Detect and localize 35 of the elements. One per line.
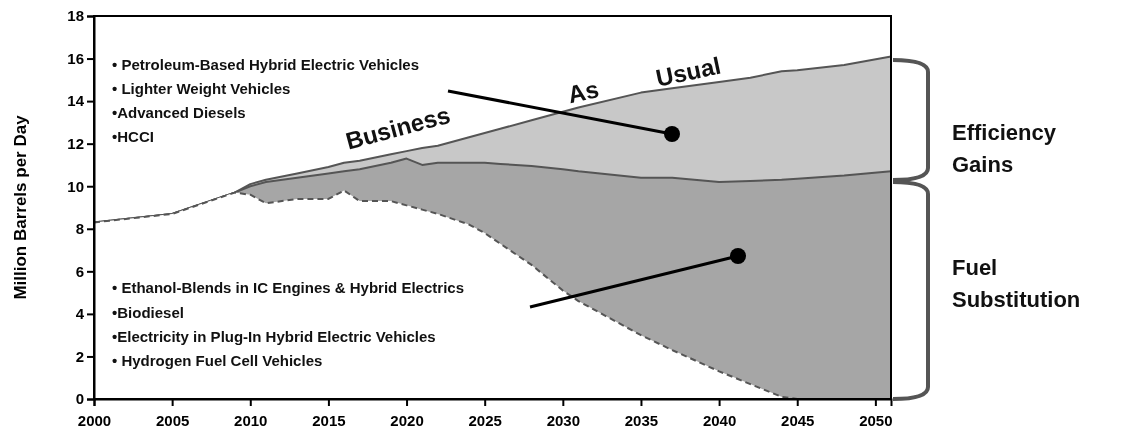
- x-tick-label: 2005: [155, 411, 190, 429]
- x-tick-label: 2010: [234, 411, 268, 429]
- y-axis-title: Million Barrels per Day: [11, 114, 30, 300]
- x-tick-label: 2020: [390, 411, 424, 429]
- y-tick-label: 10: [67, 177, 84, 195]
- annotation: Usual: [653, 51, 724, 92]
- annotation: •Electricity in Plug-In Hybrid Electric Vehicles: [112, 328, 436, 345]
- text: Efficiency Gains: [952, 120, 1057, 177]
- y-tick-label: 8: [75, 220, 84, 238]
- annotation: •Biodiesel: [112, 304, 184, 321]
- y-tick-label: 14: [67, 92, 85, 110]
- x-tick-label: 2015: [312, 411, 346, 429]
- x-tick-label: 2040: [702, 411, 737, 429]
- annotation: • Hydrogen Fuel Cell Vehicles: [112, 352, 323, 369]
- y-tick-label: 0: [75, 390, 84, 408]
- annotation: As: [565, 75, 602, 109]
- x-tick-label: 2000: [77, 411, 112, 429]
- annotation: Business: [342, 100, 453, 155]
- y-tick-label: 18: [67, 7, 84, 25]
- y-tick-label: 2: [75, 347, 84, 365]
- y-tick-label: 6: [75, 262, 84, 280]
- y-tick-label: 12: [67, 134, 84, 152]
- x-tick-label: 2050: [859, 411, 893, 429]
- text: Fuel Substitution: [952, 255, 1081, 312]
- x-tick-label: 2030: [546, 411, 581, 429]
- annotation: • Petroleum-Based Hybrid Electric Vehicles: [112, 56, 420, 73]
- annotation: • Ethanol-Blends in IC Engines & Hybrid Electrics: [112, 279, 464, 296]
- annotation: •HCCI: [112, 128, 154, 145]
- x-tick-label: 2035: [624, 411, 659, 429]
- y-tick-label: 16: [67, 49, 84, 67]
- x-tick-label: 2045: [781, 411, 815, 429]
- x-tick-label: 2025: [468, 411, 502, 429]
- y-tick-label: 4: [75, 305, 85, 323]
- annotation: • Lighter Weight Vehicles: [112, 80, 291, 97]
- annotation: •Advanced Diesels: [112, 104, 246, 121]
